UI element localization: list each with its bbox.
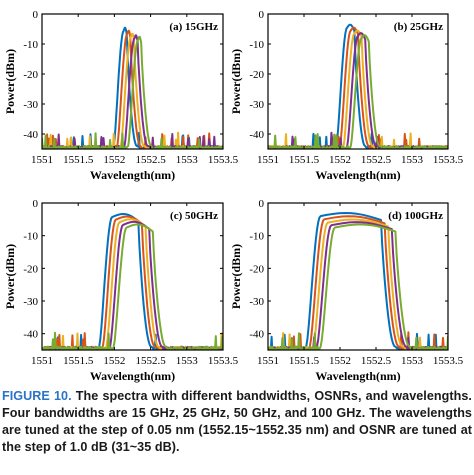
x-tick-label: 1552.5 — [361, 154, 392, 166]
y-tick-label: -10 — [249, 39, 264, 51]
series-group — [268, 23, 448, 149]
y-tick-label: -30 — [249, 99, 264, 111]
series-line-5 — [42, 223, 223, 350]
series-group — [42, 213, 223, 350]
axes-frame — [267, 202, 449, 351]
x-tick-label: 1552 — [103, 154, 125, 166]
y-tick-label: -30 — [23, 99, 38, 111]
caption-text: The spectra with different bandwidths, O… — [2, 389, 472, 454]
axes-frame — [41, 13, 224, 150]
panel-title: (c) 50GHz — [170, 210, 218, 222]
x-tick-label: 1551 — [31, 355, 53, 367]
series-line-2 — [268, 215, 448, 350]
y-tick-label: 0 — [259, 9, 265, 21]
y-tick-label: 0 — [259, 198, 265, 210]
y-tick-label: -20 — [249, 69, 264, 81]
chart-panel-3: 0 -10 -20 -30 -40 1551 1551.5 1552 1552.5 1553 155… — [3, 198, 239, 383]
x-tick-label: 1551.5 — [63, 154, 94, 166]
x-tick-label: 1551.5 — [289, 355, 320, 367]
x-tick-label: 1551.5 — [289, 154, 320, 166]
x-tick-label: 1552 — [329, 154, 351, 166]
x-tick-label: 1553.5 — [433, 355, 464, 367]
x-tick-label: 1553 — [401, 154, 424, 166]
x-axis-label: Wavelength(nm) — [90, 168, 175, 182]
y-tick-label: -30 — [23, 296, 38, 308]
chart-panel-4: 0 -10 -20 -30 -40 1551 1551.5 1552 1552.5 1553 155… — [229, 198, 464, 383]
y-axis-label: Power(dBm) — [3, 49, 17, 114]
y-tick-label: 0 — [33, 9, 39, 21]
series-line-4 — [42, 220, 223, 350]
y-tick-label: -40 — [23, 129, 38, 141]
x-tick-label: 1551 — [31, 154, 53, 166]
series-line-3 — [42, 218, 223, 350]
y-axis-label: Power(dBm) — [3, 244, 17, 309]
series-line-1 — [42, 213, 223, 350]
x-tick-label: 1553 — [401, 355, 424, 367]
x-axis-label: Wavelength(nm) — [90, 369, 175, 383]
x-tick-label: 1551.5 — [63, 355, 94, 367]
y-tick-label: -10 — [23, 39, 38, 51]
y-tick-label: -40 — [249, 129, 264, 141]
panel-title: (a) 15GHz — [169, 21, 218, 33]
panel-title: (d) 100GHz — [388, 210, 443, 222]
y-tick-label: -40 — [249, 329, 264, 341]
series-line-1 — [268, 212, 448, 350]
axes-frame — [41, 202, 224, 351]
y-tick-label: -20 — [23, 69, 38, 81]
series-line-2 — [42, 215, 223, 350]
x-axis-label: Wavelength(nm) — [315, 168, 400, 182]
y-tick-label: -20 — [249, 263, 264, 275]
y-axis-label: Power(dBm) — [229, 244, 243, 309]
panel-title: (b) 25GHz — [394, 21, 443, 33]
y-tick-label: 0 — [33, 198, 39, 210]
x-tick-label: 1552.5 — [135, 154, 166, 166]
x-tick-label: 1553 — [176, 154, 199, 166]
y-tick-label: -20 — [23, 263, 38, 275]
x-axis-label: Wavelength(nm) — [315, 369, 400, 383]
caption-label: FIGURE 10. — [2, 389, 72, 403]
y-tick-label: -10 — [249, 231, 264, 243]
axes-frame — [267, 13, 449, 150]
x-tick-label: 1552.5 — [135, 355, 166, 367]
chart-panel-2: 0 -10 -20 -30 -40 1551 1551.5 1552 1552.5 1553 155… — [229, 9, 464, 182]
x-tick-label: 1553 — [176, 355, 199, 367]
series-line-3 — [268, 218, 448, 350]
series-line-4 — [268, 221, 448, 350]
x-tick-label: 1551 — [257, 154, 279, 166]
x-tick-label: 1553.5 — [433, 154, 464, 166]
y-tick-label: -10 — [23, 231, 38, 243]
x-tick-label: 1552 — [103, 355, 125, 367]
y-tick-label: -40 — [23, 329, 38, 341]
figure-caption: FIGURE 10. The spectra with different ba… — [2, 388, 472, 456]
x-tick-label: 1553.5 — [208, 355, 239, 367]
series-group — [42, 26, 223, 149]
y-tick-label: -30 — [249, 296, 264, 308]
x-tick-label: 1552 — [329, 355, 351, 367]
x-tick-label: 1551 — [257, 355, 279, 367]
series-line-5 — [268, 223, 448, 350]
y-axis-label: Power(dBm) — [229, 49, 243, 114]
chart-panel-1: 0 -10 -20 -30 -40 1551 1551.5 1552 1552.5 1553 155… — [3, 9, 239, 182]
x-tick-label: 1553.5 — [208, 154, 239, 166]
series-group — [268, 212, 448, 350]
spectra-figure: 0 -10 -20 -30 -40 1551 1551.5 1552 1552.5 1553 155… — [3, 9, 464, 383]
x-tick-label: 1552.5 — [361, 355, 392, 367]
